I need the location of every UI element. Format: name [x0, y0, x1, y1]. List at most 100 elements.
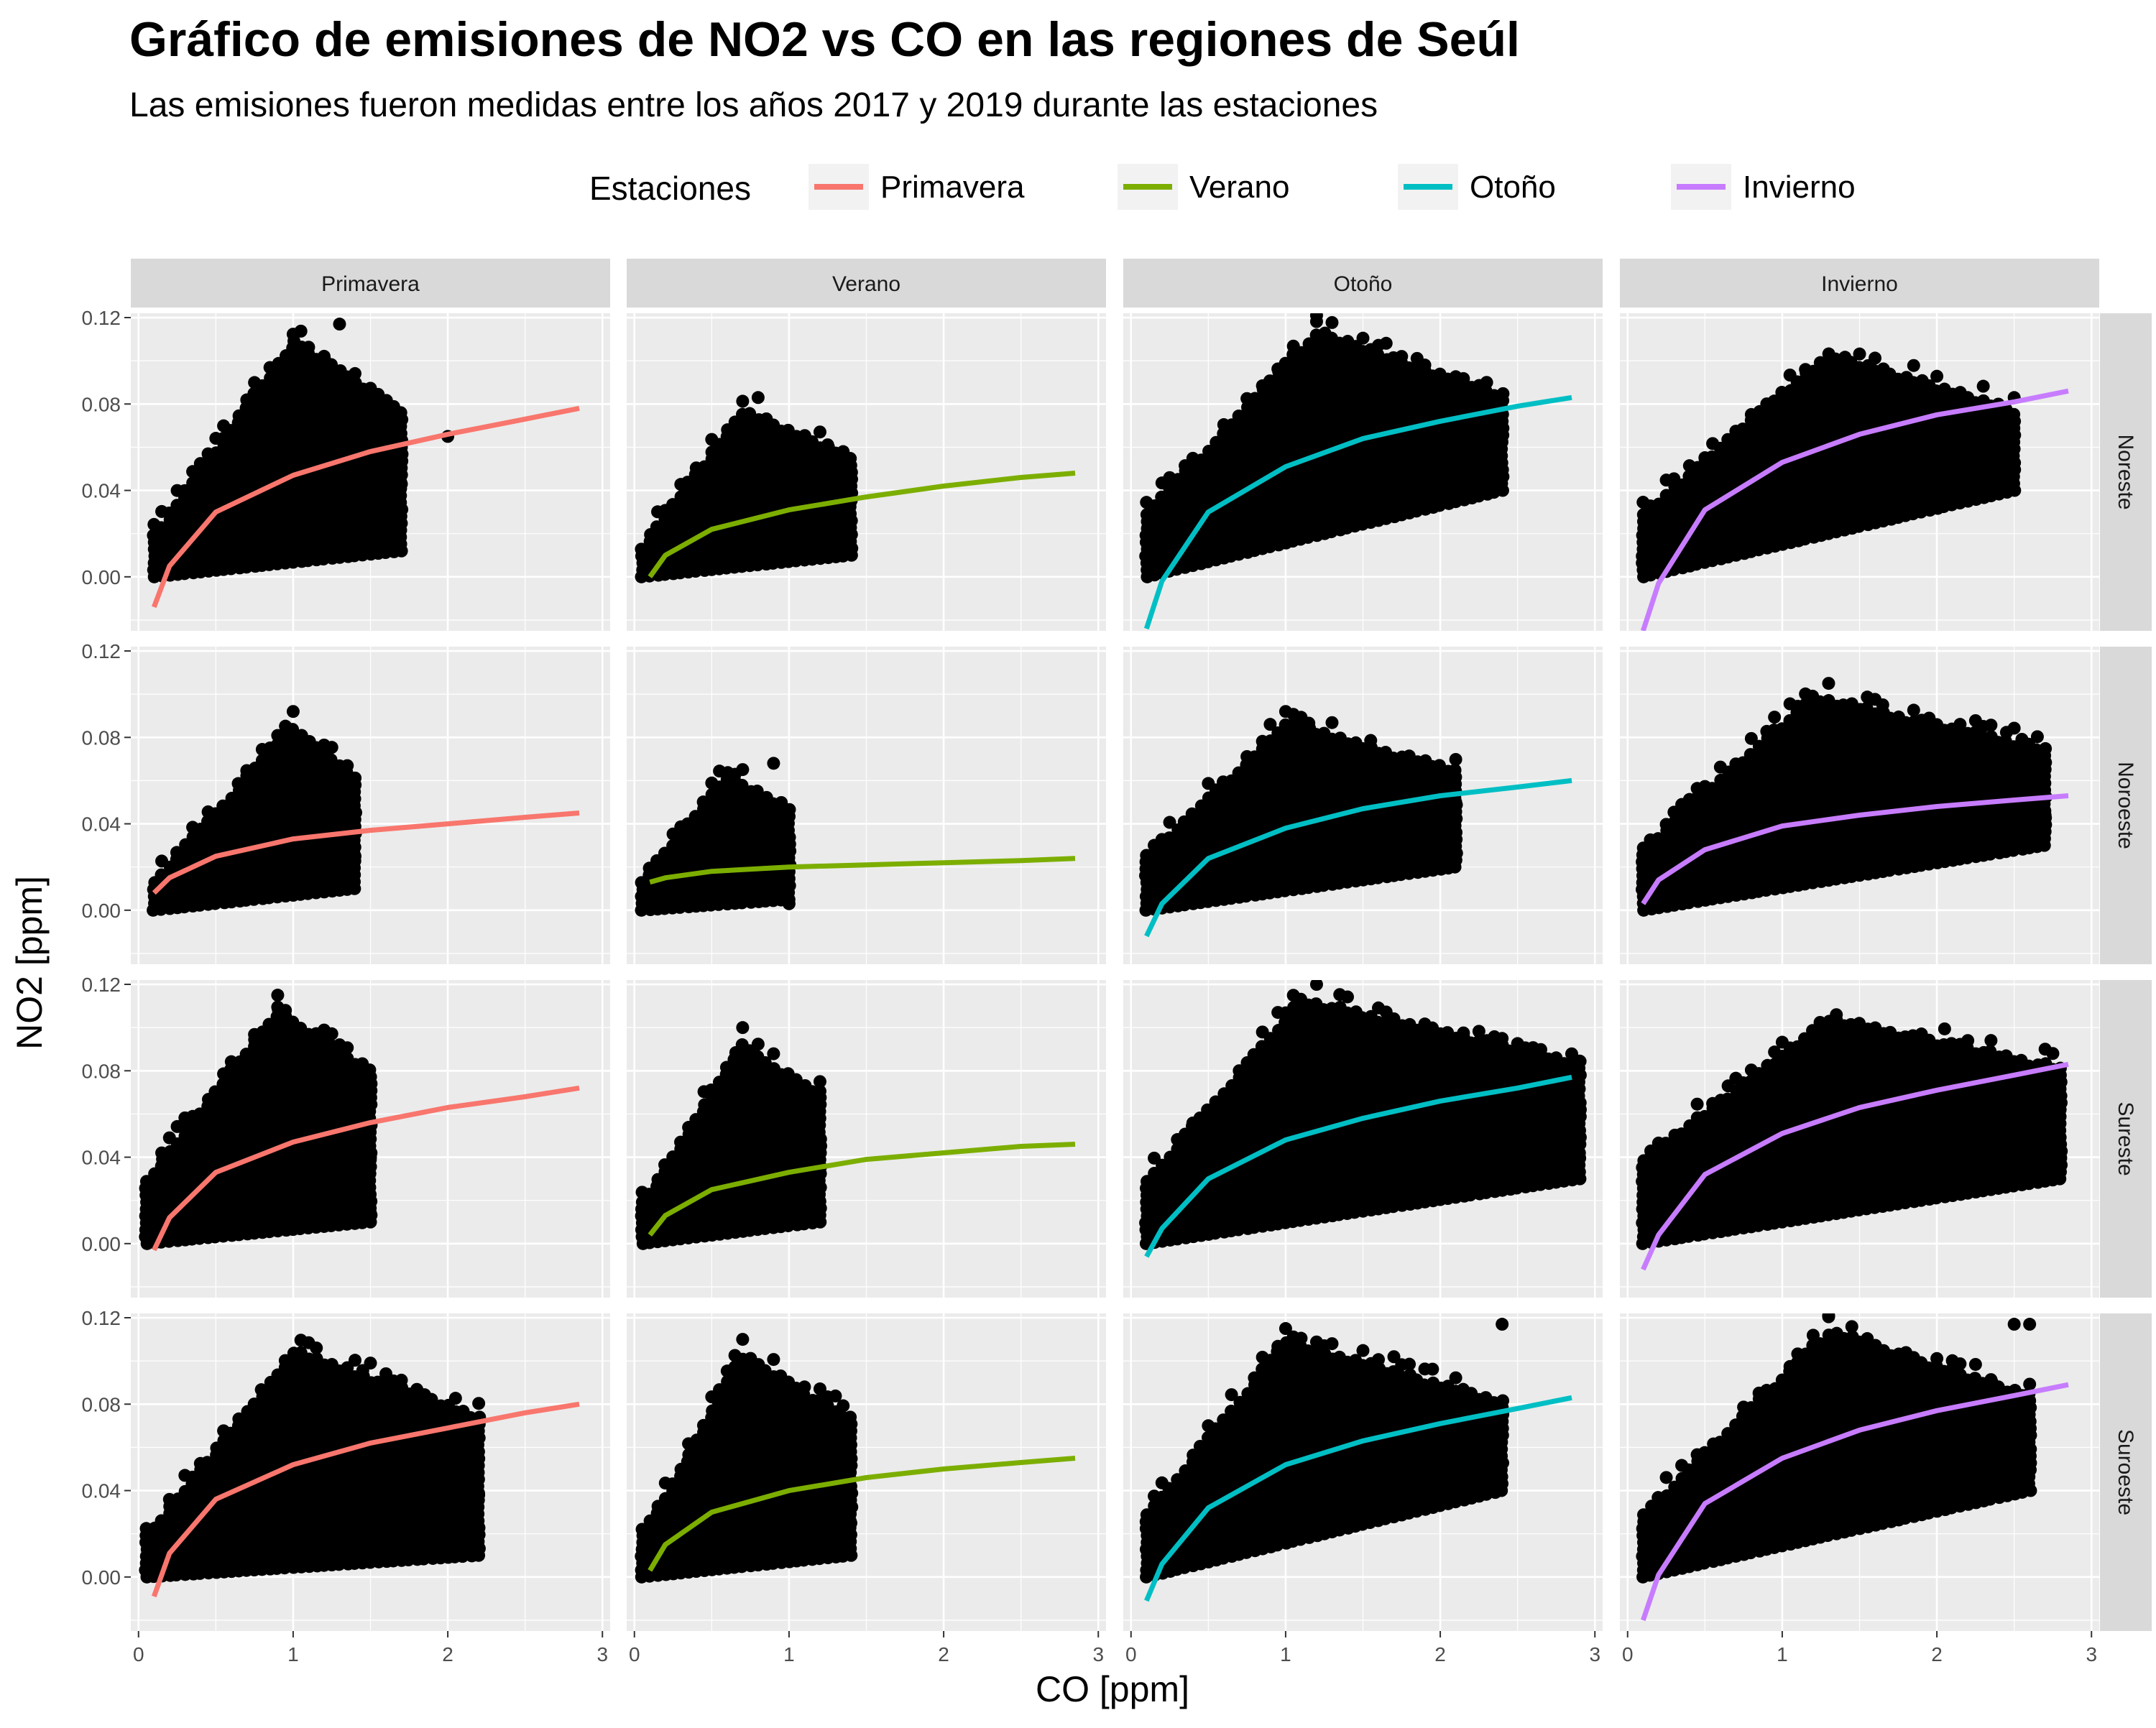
- legend-item-primavera: Primavera: [808, 164, 1025, 210]
- strip-label: Sureste: [2114, 1101, 2137, 1175]
- x-tick-label: 1: [287, 1643, 299, 1665]
- y-tick-label: 0.00: [82, 1566, 121, 1589]
- data-point-outlier: [1450, 795, 1462, 808]
- x-axis-invierno: 0 1 2 3: [1622, 1631, 2097, 1665]
- row-strip-noreste: Noreste: [2100, 313, 2152, 631]
- chart-title: Gráfico de emisiones de NO2 vs CO en las…: [129, 12, 1520, 67]
- data-point: [395, 406, 407, 419]
- panel-noreste-invierno: [1620, 313, 2099, 631]
- strip-label: Suroeste: [2114, 1429, 2137, 1515]
- column-strip-verano: Verano: [627, 259, 1106, 308]
- data-point-outlier: [783, 897, 796, 910]
- strip-label: Noroeste: [2114, 762, 2137, 849]
- column-strip-invierno: Invierno: [1620, 259, 2099, 308]
- y-tick-label: 0.04: [82, 1147, 121, 1169]
- data-point: [1325, 316, 1338, 329]
- panel-noreste-primavera: [131, 313, 610, 631]
- x-tick-label: 2: [1434, 1643, 1446, 1665]
- x-tick-label: 3: [2086, 1643, 2097, 1665]
- y-tick-label: 0.12: [82, 640, 121, 662]
- row-strip-suroeste: Suroeste: [2100, 1313, 2152, 1631]
- x-tick-label: 0: [133, 1643, 144, 1665]
- y-tick-label: 0.04: [82, 1480, 121, 1502]
- panel-noroeste-primavera: [131, 647, 610, 964]
- legend-label: Primavera: [880, 170, 1025, 205]
- legend-label: Otoño: [1470, 170, 1556, 205]
- data-point-outlier: [1992, 469, 2005, 482]
- y-tick-label: 0.12: [82, 1307, 121, 1329]
- data-point: [1496, 387, 1509, 400]
- data-point: [1853, 348, 1866, 361]
- data-point: [1395, 350, 1408, 363]
- data-point-outlier: [767, 757, 780, 770]
- panel-noroeste-invierno: [1620, 647, 2099, 964]
- legend-item-otono: Otoño: [1398, 164, 1556, 210]
- row-strip-noroeste: Noroeste: [2100, 647, 2152, 964]
- data-point-outlier: [395, 478, 408, 491]
- y-tick-label: 0.00: [82, 566, 121, 588]
- x-tick-label: 2: [442, 1643, 453, 1665]
- data-point: [295, 325, 308, 338]
- legend-item-verano: Verano: [1118, 164, 1289, 210]
- data-point: [1869, 351, 1881, 364]
- y-tick-label: 0.04: [82, 813, 121, 836]
- panel-noroeste-otono: [1123, 647, 1603, 964]
- data-point: [814, 425, 826, 438]
- data-point: [736, 394, 749, 407]
- data-point: [1977, 380, 1990, 393]
- panel-noreste-verano: [627, 313, 1106, 631]
- facet-grid: Primavera Verano Otoño Invierno Noreste Noroe…: [82, 259, 2152, 1665]
- y-tick-label: 0.08: [82, 726, 121, 749]
- data-point: [2007, 408, 2020, 421]
- x-tick-label: 3: [1589, 1643, 1600, 1665]
- legend: Estaciones Primavera Verano Otoño Invierno: [589, 164, 1856, 210]
- strip-label: Noreste: [2114, 434, 2137, 509]
- row-strip-sureste: Sureste: [2100, 980, 2152, 1298]
- x-tick-label: 2: [1931, 1643, 1943, 1665]
- column-strip-otono: Otoño: [1123, 259, 1603, 308]
- y-tick-label: 0.08: [82, 1393, 121, 1415]
- data-point: [1907, 359, 1920, 372]
- strip-label: Invierno: [1821, 272, 1898, 296]
- y-axis-noreste: 0.000.040.080.12: [82, 307, 132, 588]
- y-axis-sureste: 0.000.040.080.12: [82, 974, 132, 1255]
- column-strip-primavera: Primavera: [131, 259, 610, 308]
- data-point: [1450, 753, 1462, 766]
- y-tick-label: 0.12: [82, 974, 121, 996]
- strip-label: Verano: [832, 272, 900, 296]
- data-point: [1380, 337, 1393, 350]
- data-point: [1357, 332, 1370, 345]
- data-point-outlier: [752, 391, 765, 404]
- chart-subtitle: Las emisiones fueron medidas entre los a…: [129, 86, 1378, 124]
- legend-label: Verano: [1189, 170, 1289, 205]
- x-tick-label: 0: [1622, 1643, 1634, 1665]
- y-axis-suroeste: 0.00 0.04 0.08 0.12: [82, 1307, 132, 1589]
- data-point: [326, 741, 338, 754]
- data-point-outlier: [333, 318, 346, 331]
- legend-label: Invierno: [1743, 170, 1856, 205]
- x-tick-label: 1: [1280, 1643, 1291, 1665]
- y-tick-label: 0.00: [82, 900, 121, 922]
- x-tick-label: 3: [596, 1643, 608, 1665]
- data-point-outlier: [1279, 705, 1292, 718]
- data-point: [302, 341, 315, 354]
- x-tick-label: 2: [938, 1643, 949, 1665]
- legend-item-invierno: Invierno: [1671, 164, 1856, 210]
- y-tick-label: 0.00: [82, 1233, 121, 1255]
- x-tick-label: 0: [629, 1643, 640, 1665]
- legend-title: Estaciones: [589, 170, 751, 207]
- panel-noroeste-verano: [627, 647, 1106, 964]
- x-tick-label: 1: [1777, 1643, 1788, 1665]
- strip-label: Primavera: [321, 272, 420, 296]
- data-point: [341, 759, 354, 772]
- data-point-outlier: [349, 850, 361, 863]
- strip-label: Otoño: [1334, 272, 1393, 296]
- x-tick-label: 1: [783, 1643, 795, 1665]
- x-tick-label: 0: [1125, 1643, 1137, 1665]
- data-point: [1325, 716, 1338, 729]
- data-point-outlier: [1310, 309, 1323, 322]
- data-point: [1930, 370, 1943, 383]
- data-point: [844, 452, 857, 465]
- data-point: [783, 803, 796, 816]
